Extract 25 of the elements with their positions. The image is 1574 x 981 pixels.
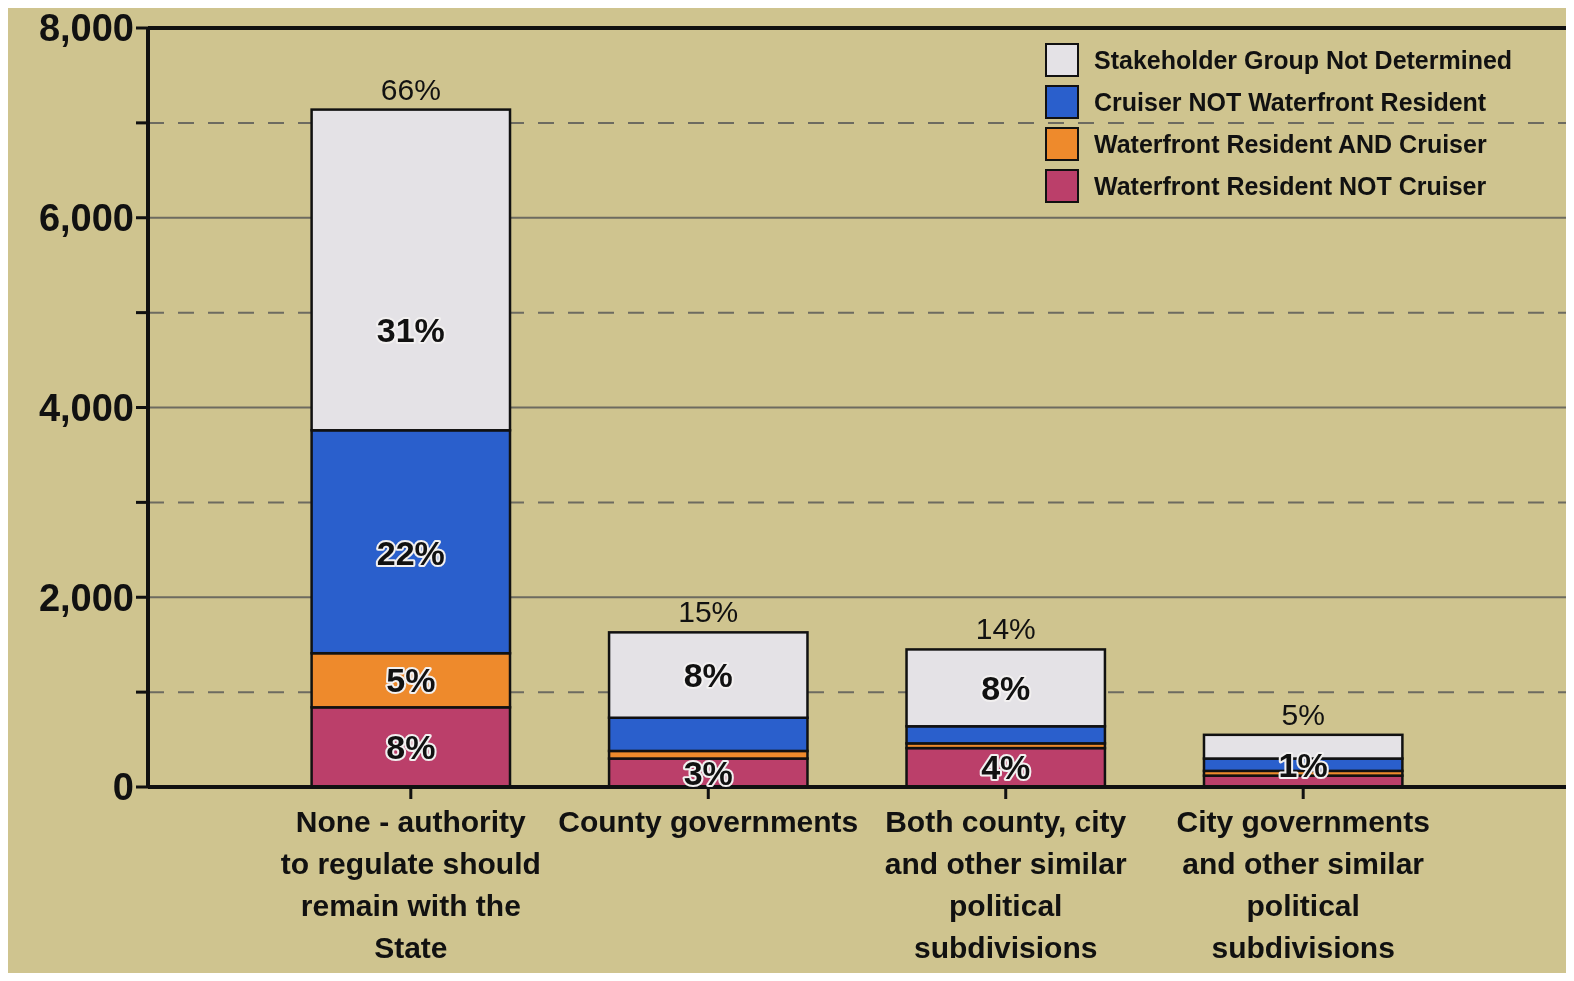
x-tick-label: City governments and other similar political subdivisions — [1176, 805, 1430, 964]
annotation: 8% — [683, 655, 733, 694]
y-tick-label: 6,000 — [38, 197, 134, 240]
y-tick-label: 2,000 — [38, 576, 134, 619]
annotation: 5% — [1281, 697, 1325, 731]
annotation: 31% — [376, 311, 445, 350]
annotation: 8% — [981, 668, 1031, 707]
annotation: 3% — [683, 753, 733, 792]
y-tick-label: 8,000 — [38, 7, 134, 50]
x-tick-label: Both county, city and other similar political subdivisions — [884, 805, 1127, 964]
annotation: 5% — [386, 661, 436, 700]
legend-label: Waterfront Resident NOT Cruiser — [1094, 171, 1487, 200]
annotation: 14% — [975, 612, 1036, 646]
annotation: 22% — [376, 534, 445, 573]
y-tick-label: 4,000 — [38, 386, 134, 429]
legend-label: Cruiser NOT Waterfront Resident — [1094, 87, 1487, 116]
legend-label: Waterfront Resident AND Cruiser — [1094, 129, 1487, 158]
legend-label: Stakeholder Group Not Determined — [1094, 45, 1513, 74]
annotation: 15% — [678, 595, 739, 629]
annotation: 8% — [386, 728, 436, 767]
annotation: 66% — [380, 72, 441, 106]
annotation: 4% — [981, 748, 1031, 787]
x-tick-label: County governments — [558, 805, 859, 838]
y-tick-label: 0 — [112, 766, 134, 809]
x-tick-label: None - authority to regulate should remain with the State — [280, 805, 541, 964]
